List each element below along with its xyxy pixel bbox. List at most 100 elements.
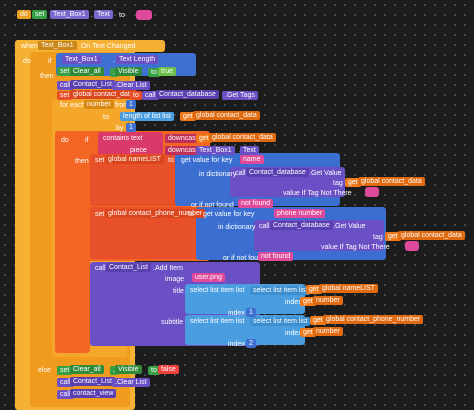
- block-label: do: [17, 10, 31, 19]
- block-label: set: [95, 211, 105, 218]
- block-label: image: [165, 276, 185, 283]
- block-label: global nameLIST: [319, 284, 378, 293]
- block-label: Text: [94, 10, 113, 19]
- block-label: 1: [126, 100, 136, 109]
- block-label: select list item list: [190, 287, 245, 294]
- block-label: Contact_List: [106, 263, 151, 272]
- block-label: select list item list: [250, 286, 311, 295]
- block-label: if: [48, 58, 52, 65]
- block-label: to: [103, 114, 109, 121]
- block-label: .: [113, 57, 115, 64]
- block-label: true: [158, 67, 177, 76]
- block-label: do: [23, 58, 31, 65]
- block-label: call: [57, 378, 74, 387]
- block-label: to: [130, 91, 142, 100]
- block-label: Text: [240, 146, 259, 155]
- block-label: contains text: [103, 135, 143, 142]
- block-label: .Get Value: [309, 170, 342, 177]
- block-label: in dictionary: [199, 171, 237, 178]
- block-label: value If Tag Not There: [321, 244, 390, 251]
- block-label: to: [148, 366, 160, 375]
- block-label: Text Length: [116, 55, 159, 64]
- block-label: 2: [246, 339, 256, 348]
- block-label: number: [84, 100, 114, 109]
- block-label: call: [95, 265, 106, 272]
- block-label: global nameLIST: [105, 155, 164, 164]
- block-label: global contact_data: [398, 231, 465, 240]
- block-label: call: [57, 390, 74, 399]
- block-label: global contact_data: [358, 177, 425, 186]
- block-label: tag: [373, 234, 383, 241]
- block-label: set: [57, 91, 73, 100]
- block-label: to: [188, 211, 194, 218]
- block-label: .Get Tags: [222, 91, 258, 100]
- block-label: global contact_data: [209, 133, 276, 142]
- block-label: or if not found: [191, 202, 234, 209]
- block-label: .On Text Changed: [79, 43, 136, 50]
- block-label: .Clear List: [112, 378, 150, 387]
- block-label: index: [285, 299, 302, 306]
- block-label: Visible: [115, 67, 142, 76]
- block-label: global contact_phone_number: [105, 209, 206, 218]
- block-label: or if not found: [223, 255, 266, 262]
- block-label: by: [116, 125, 124, 132]
- block-label: name: [240, 155, 264, 164]
- block-label: false: [158, 365, 179, 374]
- block-label: to: [168, 157, 174, 164]
- block-label: Contact_List: [70, 377, 115, 386]
- block-label: 1: [126, 123, 136, 132]
- block-label: 1: [246, 308, 256, 317]
- block-label: for each: [60, 102, 86, 109]
- block-label: Clear_all: [70, 365, 104, 374]
- for-to-row: [95, 110, 120, 134]
- block-label: global contact_phone_number: [323, 315, 424, 324]
- block-label: Text_Box1: [196, 146, 235, 155]
- block-label: then: [75, 158, 89, 165]
- block-label: global contact_data: [70, 90, 137, 99]
- block-label: global contact_data: [193, 111, 260, 120]
- block-label: Visible: [115, 365, 142, 374]
- block-label: .: [236, 146, 244, 155]
- block-label: get: [345, 178, 361, 187]
- block-label: get value for key: [181, 157, 233, 164]
- empty-text-block: [136, 10, 152, 20]
- block-label: get: [196, 134, 212, 143]
- block-label: select list item list: [250, 317, 311, 326]
- block-label: not found: [238, 199, 274, 208]
- block-label: call: [57, 81, 74, 90]
- block-label: call: [259, 223, 270, 230]
- block-label: to: [148, 68, 160, 77]
- contains-block: [98, 132, 163, 156]
- block-label: select list item list: [190, 318, 245, 325]
- block-label: .: [91, 12, 93, 19]
- block-label: get value for key: [203, 211, 255, 218]
- block-label: call: [142, 91, 159, 100]
- block-label: tag: [333, 180, 343, 187]
- block-label: .Add Item: [153, 265, 183, 272]
- block-label: Contact_database: [270, 221, 333, 230]
- block-label: index: [228, 310, 245, 317]
- block-label: length of list list: [120, 112, 174, 121]
- block-label: phone number: [274, 209, 326, 218]
- block-label: value If Tag Not There: [283, 190, 352, 197]
- block-label: Text_Box1: [50, 10, 89, 19]
- block-label: .: [110, 68, 118, 77]
- block-label: to: [119, 12, 125, 19]
- block-label: .Clear List: [112, 81, 150, 90]
- block-label: user.png: [192, 273, 225, 282]
- block-label: call: [235, 170, 246, 177]
- empty-text-block: [405, 241, 419, 251]
- block-label: index: [285, 330, 302, 337]
- block-label: then: [40, 73, 54, 80]
- block-label: Contact_List: [70, 80, 115, 89]
- block-label: title: [173, 288, 184, 295]
- block-label: subtitle: [161, 319, 184, 326]
- block-label: number: [313, 327, 343, 336]
- block-label: get: [310, 316, 326, 325]
- block-label: Text_Box1: [38, 41, 77, 50]
- block-label: downcase: [165, 146, 203, 155]
- block-label: index: [228, 341, 245, 348]
- block-label: set: [57, 67, 73, 76]
- block-label: downcase: [165, 134, 203, 143]
- block-label: when: [21, 43, 38, 50]
